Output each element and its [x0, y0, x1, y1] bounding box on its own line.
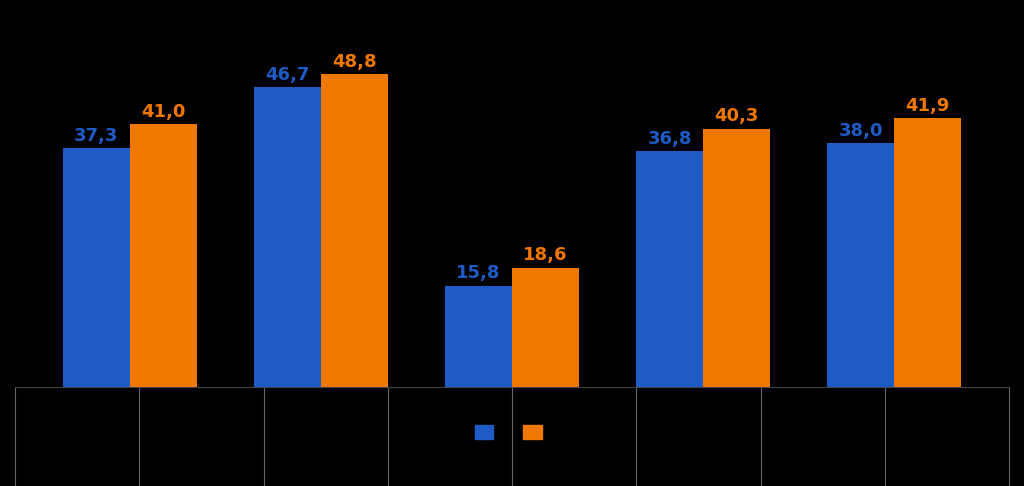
- Bar: [894, 118, 962, 387]
- Bar: [62, 148, 130, 387]
- Text: 38,0: 38,0: [839, 122, 883, 140]
- Bar: [703, 128, 770, 387]
- Bar: [636, 151, 703, 387]
- Bar: [512, 268, 579, 387]
- Text: 36,8: 36,8: [647, 130, 692, 148]
- Legend: , : ,: [468, 419, 556, 446]
- Bar: [827, 143, 894, 387]
- Text: 18,6: 18,6: [523, 246, 567, 264]
- Text: 37,3: 37,3: [74, 126, 119, 144]
- Text: 46,7: 46,7: [265, 66, 309, 84]
- Bar: [130, 124, 197, 387]
- Bar: [445, 286, 512, 387]
- Text: 15,8: 15,8: [457, 264, 501, 282]
- Text: 40,3: 40,3: [715, 107, 759, 125]
- Text: 41,9: 41,9: [905, 97, 950, 115]
- Text: 41,0: 41,0: [141, 103, 185, 121]
- Bar: [254, 87, 321, 387]
- Bar: [321, 74, 388, 387]
- Text: 48,8: 48,8: [332, 53, 377, 71]
